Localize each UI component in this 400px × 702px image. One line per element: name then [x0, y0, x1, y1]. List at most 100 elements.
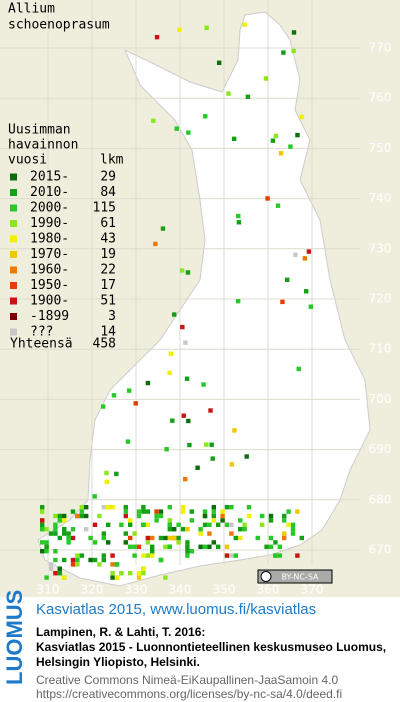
square — [141, 522, 146, 527]
square — [70, 509, 76, 514]
square — [220, 518, 225, 523]
square — [119, 522, 124, 527]
square — [53, 522, 58, 527]
square — [198, 527, 203, 532]
square — [273, 540, 278, 545]
x-tick-label: 340 — [169, 583, 192, 597]
square — [101, 535, 106, 541]
square — [184, 376, 190, 381]
square — [154, 34, 160, 40]
legend-swatch — [10, 189, 17, 196]
square — [40, 522, 45, 527]
square — [295, 132, 300, 138]
square — [282, 531, 287, 536]
square — [123, 540, 128, 545]
square — [114, 471, 119, 477]
square — [123, 513, 128, 519]
square — [154, 509, 159, 514]
square — [154, 518, 159, 523]
square — [295, 509, 300, 514]
square — [97, 513, 102, 519]
square — [167, 522, 172, 527]
square — [70, 562, 76, 567]
square — [198, 531, 203, 536]
square — [216, 522, 221, 527]
square — [216, 60, 222, 65]
map: Allium schoenoprasum Uusimman havainnon … — [0, 0, 400, 597]
square — [211, 540, 216, 545]
square — [244, 454, 249, 459]
square — [128, 544, 133, 549]
square — [180, 527, 186, 532]
square — [141, 566, 146, 571]
square — [202, 544, 208, 549]
square — [57, 513, 62, 519]
y-tick-label: 720 — [369, 292, 392, 306]
labels: Allium schoenoprasum Uusimman havainnon … — [8, 2, 391, 597]
square — [70, 557, 76, 563]
square — [282, 513, 287, 519]
square — [176, 522, 181, 527]
square — [141, 509, 146, 514]
legend-count: 43 — [100, 232, 116, 247]
square — [281, 50, 286, 55]
square — [75, 513, 80, 519]
square — [160, 226, 166, 231]
square — [202, 513, 208, 519]
y-tick-label: 760 — [369, 91, 392, 105]
square — [224, 522, 230, 527]
square — [44, 527, 49, 532]
square — [62, 527, 67, 532]
square — [62, 557, 67, 563]
square — [40, 549, 45, 554]
legend-heading: havainnon — [8, 138, 78, 153]
square — [48, 531, 54, 536]
square — [204, 442, 209, 447]
square — [229, 553, 234, 558]
square — [288, 144, 293, 149]
square — [53, 513, 58, 519]
square — [202, 522, 208, 527]
square — [110, 505, 115, 510]
y-tick-label: 680 — [369, 492, 392, 506]
legend-count: 29 — [100, 170, 116, 185]
square — [101, 557, 106, 563]
square — [236, 213, 241, 219]
square — [128, 518, 133, 523]
square — [126, 388, 132, 393]
square — [79, 553, 84, 558]
square — [202, 509, 208, 514]
x-tick-label: 330 — [125, 583, 148, 597]
square — [92, 557, 98, 563]
legend-swatch — [10, 251, 17, 258]
x-tick-label: 370 — [301, 583, 324, 597]
square — [210, 456, 215, 461]
square — [84, 505, 89, 510]
square — [79, 509, 84, 514]
square — [123, 531, 128, 536]
square — [207, 531, 212, 536]
square — [151, 118, 156, 124]
square — [189, 509, 194, 514]
square — [260, 522, 265, 527]
square — [110, 553, 115, 558]
square — [110, 575, 115, 580]
citation: Lampinen, R. & Lahti, T. 2016: — [36, 625, 206, 639]
square — [238, 518, 243, 523]
square — [150, 535, 155, 541]
square — [290, 531, 296, 536]
square — [275, 203, 281, 208]
square — [185, 553, 190, 558]
legend-heading: Uusimman — [8, 123, 71, 138]
square — [128, 535, 133, 541]
square — [273, 133, 279, 139]
legend-count: 51 — [100, 294, 116, 309]
legend-swatch — [10, 204, 17, 212]
license-badge: BY-NC-SA — [257, 569, 333, 584]
square — [236, 220, 242, 225]
square — [40, 527, 45, 532]
square — [44, 544, 49, 549]
square — [132, 531, 137, 536]
square — [53, 549, 58, 554]
legend-swatch — [10, 282, 17, 289]
